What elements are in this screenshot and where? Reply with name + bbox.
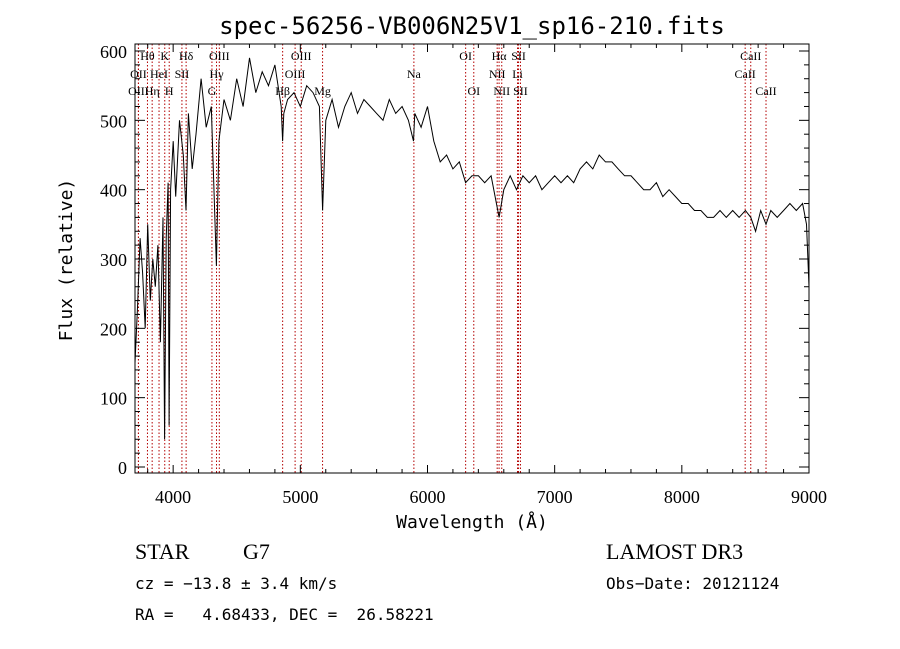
object-subclass: G7 <box>243 539 270 564</box>
y-tick-label: 400 <box>100 181 127 201</box>
spectral-line-label: Hβ <box>275 84 290 98</box>
object-class: STAR <box>135 539 190 564</box>
spectral-line-label: OIII <box>291 49 312 63</box>
spectral-line-label: G <box>208 84 217 98</box>
x-tick-label: 6000 <box>409 487 445 507</box>
spectral-line-label: H <box>165 84 174 98</box>
spectral-line-label: Mg <box>314 84 331 98</box>
chart-title: spec-56256-VB006N25V1_sp16-210.fits <box>219 12 725 40</box>
spectral-line-label: Hη <box>145 84 160 98</box>
observation-date: Obs−Date: 20121124 <box>606 574 779 593</box>
plot-frame <box>134 43 810 474</box>
x-tick-label: 7000 <box>537 487 573 507</box>
spectral-line-label: Hδ <box>179 49 194 63</box>
x-tick-label: 8000 <box>664 487 700 507</box>
y-tick-label: 100 <box>100 389 127 409</box>
y-axis-label: Flux (relative) <box>56 179 77 342</box>
spectral-line-label: OIII <box>209 49 230 63</box>
coordinates-readout: RA = 4.68433, DEC = 26.58221 <box>135 605 434 624</box>
y-axis-ticks: 0 100 200 300 400 500 600 <box>100 42 809 478</box>
x-axis-ticks: 4000 5000 6000 7000 8000 9000 <box>147 44 827 507</box>
spectral-line-label: Li <box>512 67 523 81</box>
survey-name: LAMOST DR3 <box>606 539 743 564</box>
spectral-line-label: OIII <box>128 84 149 98</box>
spectral-line-label: K <box>160 49 169 63</box>
spectral-line-label: CaII <box>734 67 755 81</box>
spectral-line-label: OIII <box>285 67 306 81</box>
y-tick-label: 600 <box>100 42 127 62</box>
spectral-line-label: NII <box>493 84 510 98</box>
x-axis-label: Wavelength (Å) <box>396 511 548 533</box>
spectral-line-label: Hα <box>492 49 508 63</box>
spectral-line-label: SII <box>175 67 190 81</box>
x-tick-label: 5000 <box>282 487 318 507</box>
redshift-readout: cz = −13.8 ± 3.4 km/s <box>135 574 337 593</box>
spectral-line-label: HeI <box>150 67 168 81</box>
spectral-line-label: CaII <box>755 84 776 98</box>
spectral-line-label: OI <box>459 49 472 63</box>
y-tick-label: 200 <box>100 319 127 339</box>
spectral-line-label: SII <box>513 84 528 98</box>
spectral-line-label: CaII <box>740 49 761 63</box>
spectrum-line <box>134 57 810 440</box>
spectral-line-label: Na <box>407 67 422 81</box>
spectral-line-label: OII <box>130 67 147 81</box>
spectral-line-label: Hθ <box>140 49 155 63</box>
y-tick-label: 500 <box>100 111 127 131</box>
spectral-line-label: OI <box>467 84 480 98</box>
spectral-line-label: Hγ <box>210 67 225 81</box>
spectral-line-label: NII <box>489 67 506 81</box>
y-tick-label: 300 <box>100 250 127 270</box>
x-tick-label: 9000 <box>791 487 827 507</box>
x-tick-label: 4000 <box>155 487 191 507</box>
y-tick-label: 0 <box>118 458 127 478</box>
spectral-line-label: SII <box>511 49 526 63</box>
